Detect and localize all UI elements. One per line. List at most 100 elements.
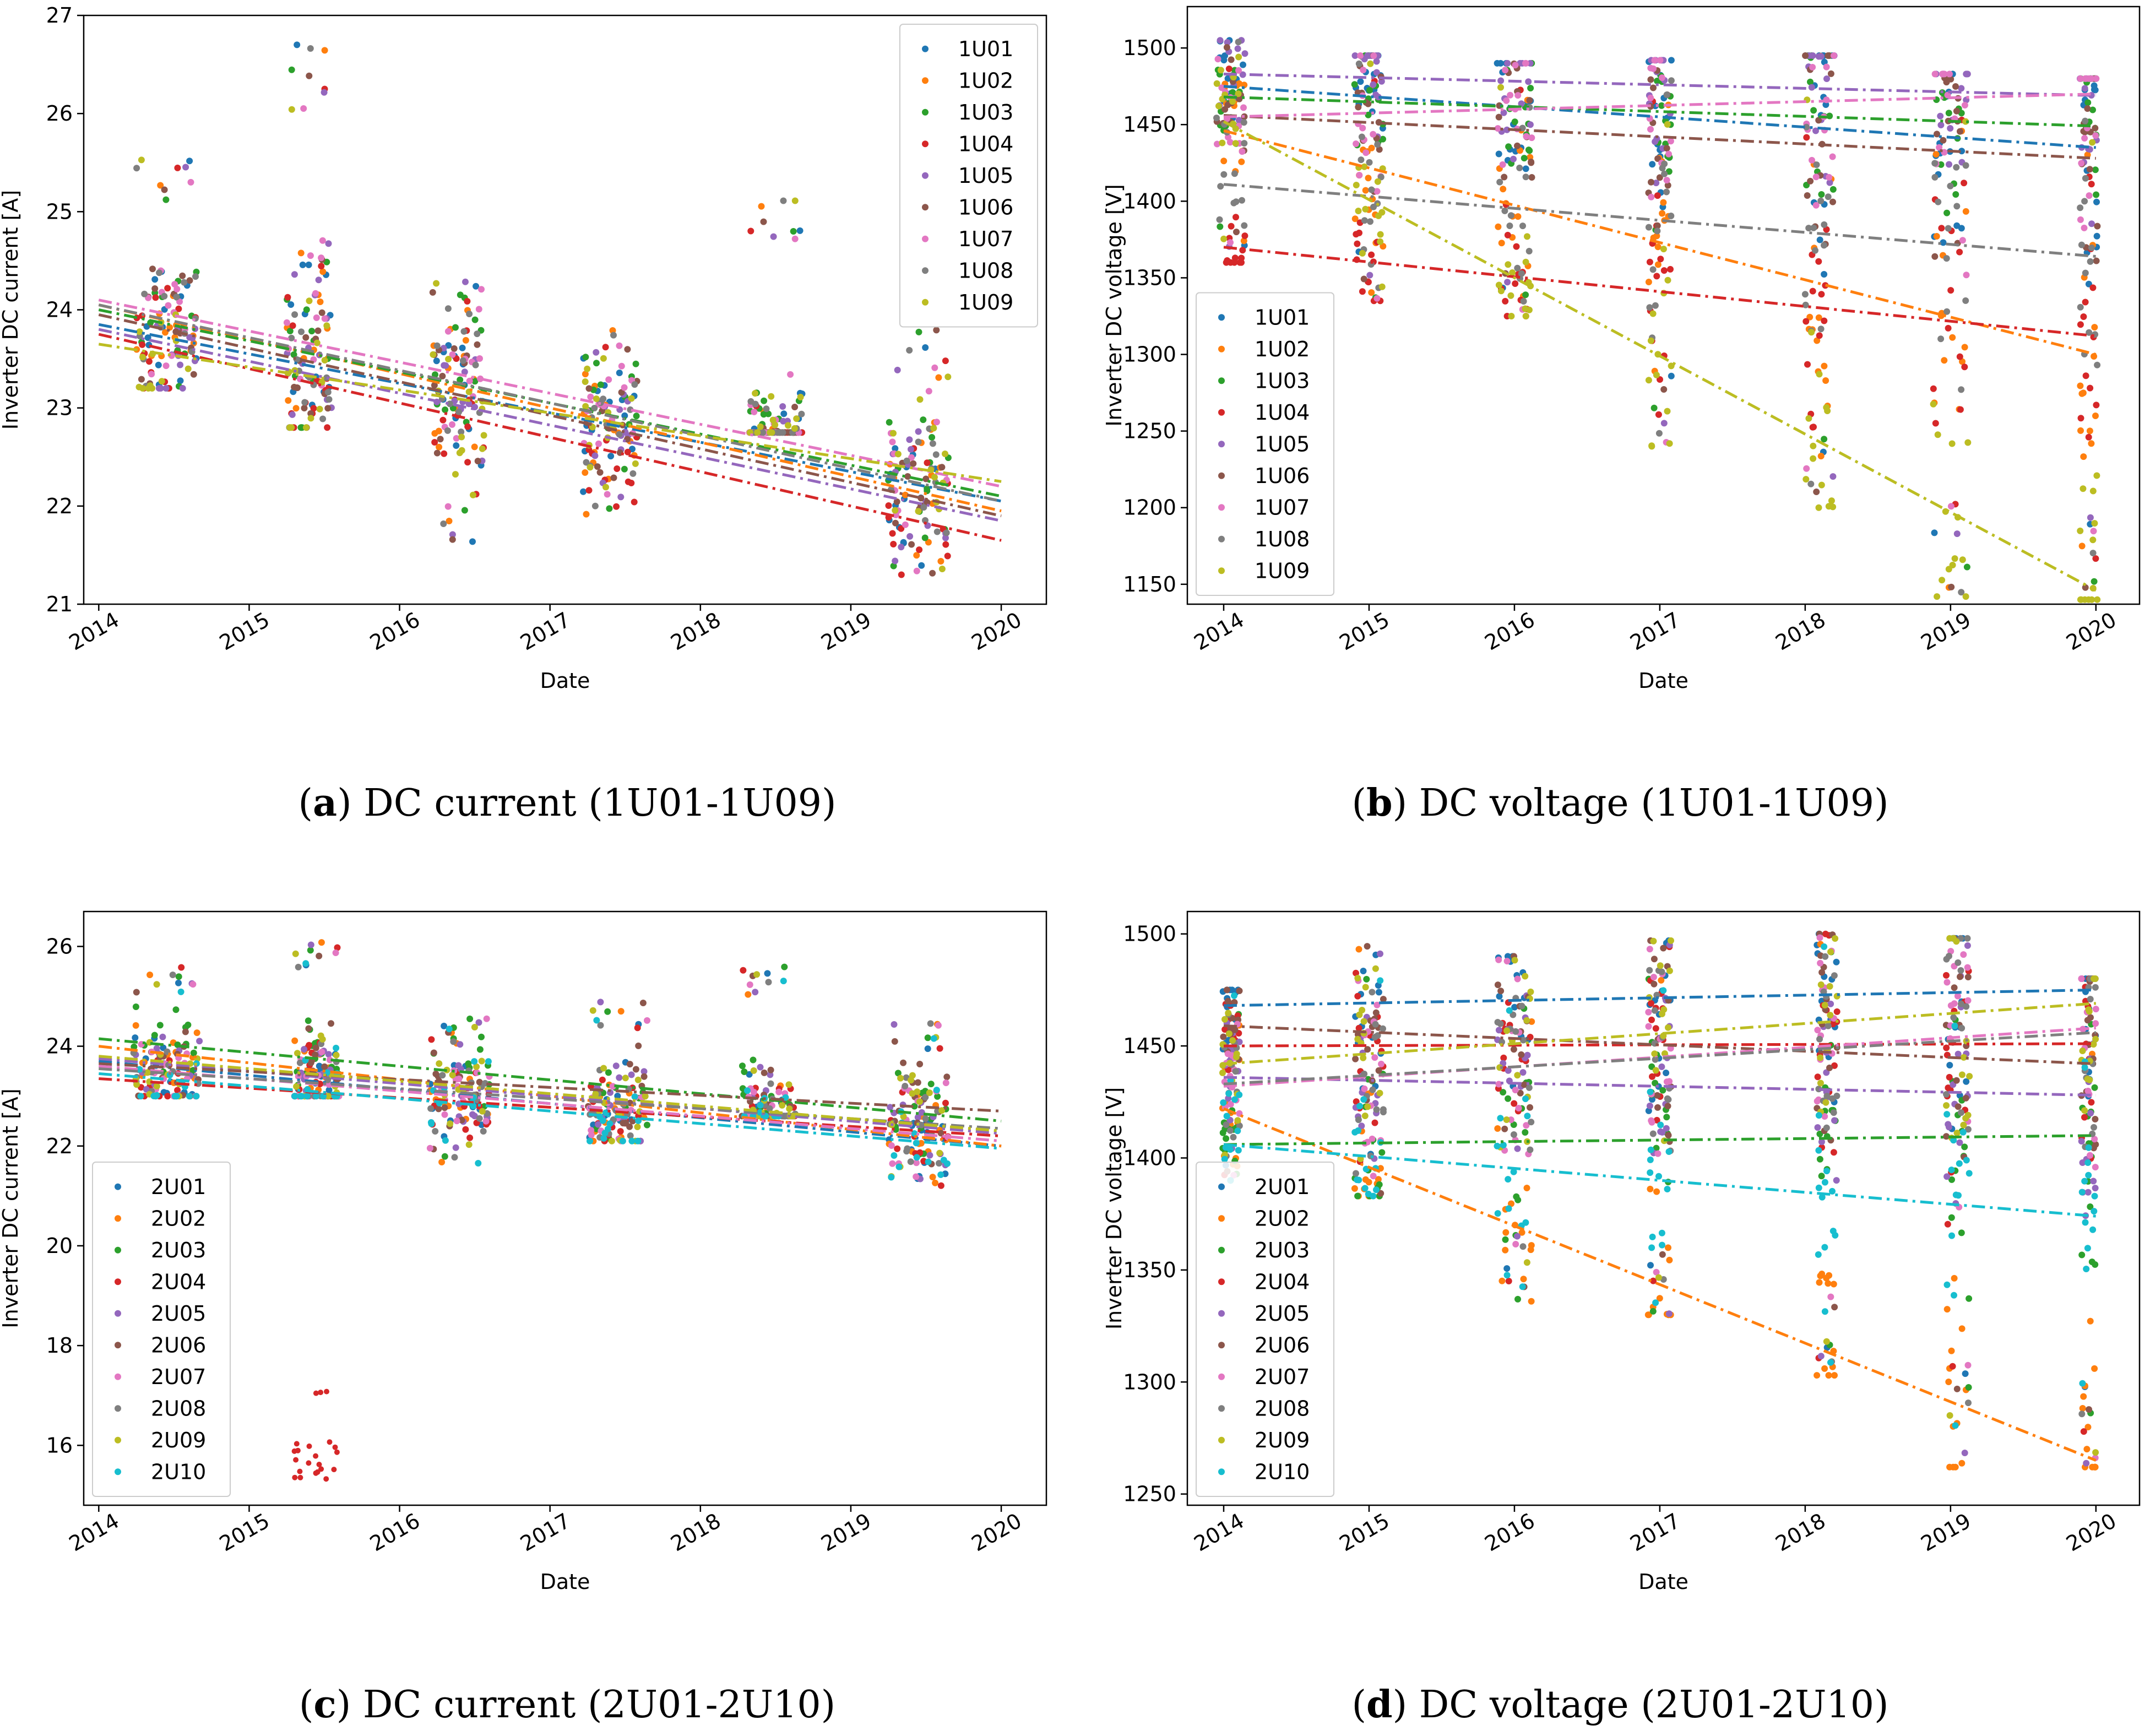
data-point-2U02: [2084, 1424, 2092, 1431]
data-point-1U05: [1373, 69, 1380, 76]
data-point-1U09: [890, 430, 897, 437]
data-point-1U07: [453, 435, 460, 442]
data-point-1U06: [624, 346, 631, 353]
data-point-2U05: [196, 1038, 203, 1045]
data-point-2U06: [305, 1025, 312, 1032]
data-point-1U09: [1648, 442, 1655, 449]
data-point-2U04: [2081, 1114, 2088, 1121]
data-point-1U08: [1668, 213, 1675, 219]
legend-label-1U02: 1U02: [1255, 337, 1310, 361]
data-point-2U07: [588, 1131, 595, 1138]
data-point-2U07: [1371, 1054, 1378, 1061]
data-point-1U09: [1948, 440, 1956, 447]
data-point-1U08: [440, 520, 447, 527]
data-point-1U04: [1938, 225, 1945, 232]
data-point-2U10: [1966, 1170, 1973, 1177]
data-point-1U07: [307, 252, 314, 259]
data-point-1U05: [182, 164, 189, 171]
data-point-2U08: [1649, 1130, 1657, 1137]
data-point-2U08: [907, 1158, 914, 1165]
data-point-1U06: [474, 458, 481, 465]
data-point-2U06: [1352, 1055, 1359, 1062]
data-point-2U10: [1956, 1160, 1963, 1167]
data-point-2U10: [1505, 1176, 1512, 1183]
data-point-1U09: [797, 394, 804, 400]
data-point-2U10: [944, 1160, 951, 1167]
y-tick-label: 27: [46, 3, 73, 28]
data-point-1U02: [1654, 243, 1662, 251]
data-point-2U06: [1223, 986, 1230, 994]
x-tick-label: 2018: [1771, 607, 1829, 655]
data-point-2U07: [1648, 1117, 1655, 1124]
legend-marker-2U06: [1218, 1342, 1225, 1349]
data-point-2U06: [1377, 1190, 1385, 1197]
data-point-1U03: [290, 351, 297, 358]
data-point-1U08: [1654, 227, 1661, 235]
data-point-1U03: [1525, 147, 1532, 154]
data-point-2U04: [1371, 1119, 1378, 1126]
data-point-1U05: [1829, 473, 1837, 480]
trend-line-1U09: [1223, 120, 2097, 592]
data-point-1U09: [1815, 504, 1822, 511]
data-point-2U03: [1522, 1129, 1529, 1136]
data-point-1U08: [1367, 218, 1373, 225]
data-point-2U09: [1960, 1054, 1967, 1061]
data-point-2U06: [626, 1061, 633, 1068]
data-point-1U09: [1355, 208, 1362, 214]
data-point-1U07: [1947, 503, 1954, 510]
data-point-2U06: [1510, 1046, 1517, 1053]
data-point-1U04: [1353, 231, 1360, 238]
data-point-2U06: [1951, 984, 1958, 991]
data-point-1U09: [1497, 84, 1504, 91]
y-tick-label: 1200: [1123, 496, 1176, 520]
data-point-2U10: [186, 1093, 193, 1100]
data-point-1U07: [319, 237, 326, 244]
data-point-1U03: [2084, 99, 2092, 106]
data-point-1U02: [2091, 324, 2098, 331]
data-point-2U03: [1649, 1308, 1657, 1315]
data-point-2U04: [1649, 1073, 1655, 1080]
data-point-2U07: [2087, 1152, 2093, 1159]
data-point-1U09: [1378, 283, 1386, 290]
data-point-2U09: [1650, 937, 1657, 945]
data-point-1U06: [594, 463, 601, 470]
data-point-1U05: [593, 349, 600, 356]
data-point-2U01: [1229, 986, 1236, 994]
data-point-1U05: [315, 276, 322, 284]
x-tick-label: 2017: [516, 1509, 574, 1556]
data-point-1U04: [1231, 259, 1238, 266]
data-point-1U06: [450, 345, 458, 352]
data-point-1U06: [2094, 223, 2101, 230]
data-point-1U05: [779, 403, 786, 410]
caption-d: (d) DC voltage (2U01-2U10): [1351, 1683, 1889, 1727]
data-point-2U09: [1943, 1102, 1950, 1109]
data-point-2U04: [1500, 1054, 1507, 1061]
data-point-2U09: [1233, 1050, 1240, 1057]
data-point-2U02: [146, 972, 154, 978]
data-point-1U09: [1645, 377, 1652, 384]
legend-marker-1U07: [922, 235, 929, 242]
data-point-2U10: [1221, 1155, 1228, 1163]
data-point-1U04: [1512, 280, 1519, 287]
data-point-2U06: [914, 1079, 921, 1086]
data-point-1U04: [1821, 317, 1828, 324]
data-point-1U08: [798, 410, 805, 417]
data-point-2U06: [1665, 1132, 1672, 1139]
x-tick-label: 2017: [516, 607, 574, 655]
data-point-1U07: [1809, 156, 1815, 164]
data-point-2U10: [891, 1152, 898, 1159]
data-point-1U09: [1664, 276, 1671, 284]
data-point-1U09: [288, 106, 295, 113]
data-point-1U06: [474, 341, 481, 348]
data-point-2U01: [132, 1034, 139, 1041]
data-point-2U05: [143, 1086, 150, 1093]
legend-label-1U08: 1U08: [1255, 527, 1310, 551]
data-point-2U07: [1645, 1008, 1652, 1016]
data-point-1U04: [1504, 231, 1511, 238]
data-point-1U03: [1505, 143, 1512, 150]
data-point-2U07: [944, 1133, 952, 1141]
data-point-2U03: [1663, 1114, 1670, 1121]
data-point-1U05: [1217, 37, 1224, 44]
data-point-2U08: [1954, 959, 1962, 966]
